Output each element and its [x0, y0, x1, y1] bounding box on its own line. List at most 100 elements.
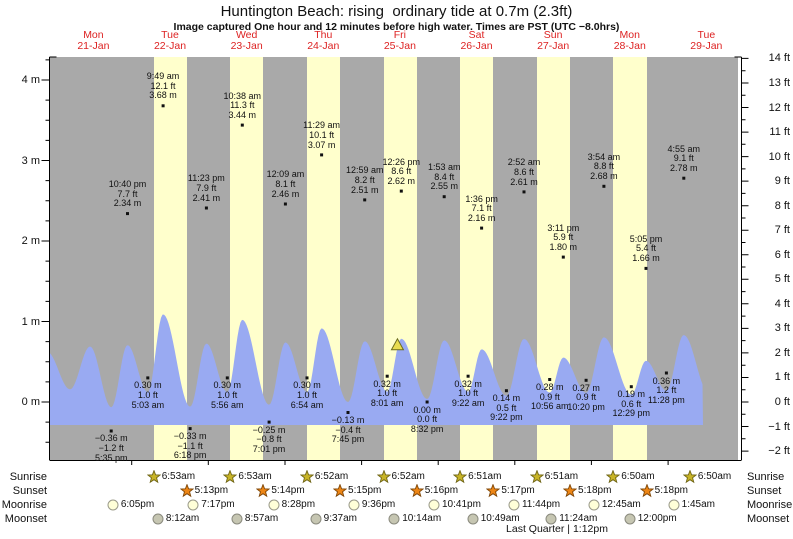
y-axis-right-label: 11 ft [769, 126, 790, 139]
moonset-icon [467, 513, 479, 525]
tide-point-label: 1:53 am 8.4 ft 2.55 m [427, 162, 461, 192]
sunrise-icon [453, 470, 468, 484]
astro-event: 8:12am [151, 512, 199, 526]
y-axis-right-label: 14 ft [768, 52, 790, 65]
astro-event-time: 10:41pm [441, 499, 481, 510]
astro-event-time: 7:17pm [201, 499, 235, 510]
astro-event: 5:15pm [333, 484, 381, 498]
chart-title: Huntington Beach: rising ordinary tide a… [220, 3, 573, 20]
tide-point-label: 2:52 am 8.6 ft 2.61 m [507, 157, 541, 187]
astro-row-label-sunset: Sunset [12, 485, 47, 497]
astro-event: 9:37am [309, 512, 357, 526]
moonrise-icon [107, 499, 119, 511]
y-axis-right-label: 5 ft [774, 273, 790, 286]
y-axis-right-label: 3 ft [774, 322, 790, 335]
astro-event-time: 6:51am [468, 471, 502, 482]
moonrise-icon [668, 499, 680, 511]
astro-event: 5:18pm [563, 484, 611, 498]
astro-event: 6:05pm [106, 498, 154, 512]
y-axis-right-label: 12 ft [768, 101, 790, 114]
tide-point-label: 5:05 pm 5.4 ft 1.66 m [629, 233, 663, 264]
tide-point-label: 0.19 m 0.6 ft 12:29 pm [612, 389, 651, 419]
astro-event-time: 11:24am [559, 513, 598, 524]
astro-event-time: 6:53am [161, 471, 196, 482]
tide-point-label: −0.13 m −0.4 ft 7:45 pm [331, 414, 365, 445]
astro-event-time: 12:00pm [637, 513, 677, 524]
tide-point-label: 0.32 m 1.0 ft 8:01 am [370, 378, 404, 408]
astro-event-time: 6:05pm [120, 499, 155, 510]
tide-point-label: 1:36 pm 7.1 ft 2.16 m [465, 193, 498, 223]
astro-event: 6:51am [529, 470, 579, 484]
sunrise-icon [146, 470, 161, 484]
moonset-icon [152, 513, 164, 525]
astro-event-time: 5:16pm [424, 485, 459, 496]
astro-event-time: 10:49am [480, 513, 520, 524]
sunset-icon [639, 484, 654, 498]
tide-point-label: 11:29 am 10.1 ft 3.07 m [303, 120, 341, 150]
astro-event-time: 6:51am [544, 471, 579, 482]
astro-event-time: 11:44pm [521, 499, 561, 510]
moonrise-icon [588, 499, 600, 511]
astro-event: 10:41pm [427, 498, 481, 512]
sunrise-icon [529, 470, 544, 484]
astro-event-time: 9:36pm [361, 499, 396, 510]
astro-event-time: 6:50am [697, 471, 732, 482]
astro-row-label-moonrise: Moonrise [747, 499, 793, 511]
moonrise-icon [187, 499, 199, 511]
day-label: Tue 22-Jan [153, 29, 187, 52]
tide-point-label: 10:38 am 11.3 ft 3.44 m [223, 90, 262, 120]
moon-phase-label: Last Quarter | 1:12pm [506, 523, 608, 535]
moonset-icon [545, 513, 557, 525]
tide-point-label: 0.30 m 1.0 ft 6:54 am [290, 380, 324, 410]
astro-event-time: 8:12am [165, 513, 200, 524]
astro-event: 11:24am [544, 512, 597, 526]
y-axis-right-label: 7 ft [774, 224, 790, 237]
moonset-icon [231, 513, 243, 525]
day-label: Wed 23-Jan [230, 29, 263, 52]
astro-row-label-moonrise: Moonrise [1, 499, 47, 511]
astro-row-label-sunset: Sunset [747, 485, 782, 497]
chart-subtitle: Image captured One hour and 12 minutes b… [173, 21, 620, 33]
astro-event: 6:53am [223, 470, 272, 484]
tide-point-label: 11:23 pm 7.9 ft 2.41 m [187, 173, 225, 203]
astro-event-time: 1:45am [681, 499, 715, 510]
tide-point-label: 0.28 m 0.9 ft 10:56 am [530, 381, 569, 412]
tide-point-label: 12:09 am 8.1 ft 2.46 m [266, 169, 305, 199]
y-axis-left-label: 3 m [21, 154, 40, 167]
y-axis-right-label: 6 ft [774, 248, 790, 261]
astro-event-time: 12:45am [601, 499, 641, 510]
sunrise-icon [606, 470, 621, 484]
tide-point-label: 0.00 m 0.0 ft 8:32 pm [410, 404, 444, 434]
day-label: Thu 24-Jan [307, 29, 340, 52]
sunrise-icon [376, 470, 391, 484]
tide-point-label: −0.36 m −1.2 ft 5:35 pm [94, 433, 128, 463]
tide-point-label: 10:40 pm 7.7 ft 2.34 m [108, 179, 147, 209]
day-label: Mon 21-Jan [77, 29, 110, 52]
astro-row-label-sunrise: Sunrise [747, 471, 785, 483]
astro-event: 12:45am [587, 498, 641, 512]
astro-event-time: 10:14am [402, 513, 442, 524]
y-axis-right-label: 13 ft [768, 76, 790, 89]
astro-event: 1:45am [667, 498, 715, 512]
astro-event: 6:53am [146, 470, 196, 484]
day-label: Mon 28-Jan [613, 29, 646, 52]
astro-event-time: 5:17pm [501, 485, 535, 496]
sunset-icon [256, 484, 271, 498]
y-axis-right-label: 10 ft [768, 150, 790, 163]
astro-event-time: 5:14pm [271, 485, 305, 496]
astro-event-time: 5:18pm [578, 485, 612, 496]
astro-event-time: 6:50am [621, 471, 655, 482]
astro-event: 12:00pm [623, 512, 677, 526]
astro-event-time: 5:15pm [348, 485, 382, 496]
astro-event-time: 6:52am [391, 471, 425, 482]
y-axis-right-label: 9 ft [774, 175, 790, 188]
astro-event-time: 5:18pm [654, 485, 689, 496]
astro-event-time: 6:53am [238, 471, 272, 482]
y-axis-right-label: −1 ft [768, 420, 790, 433]
moonrise-icon [268, 499, 280, 511]
astro-event-time: 9:37am [323, 513, 358, 524]
sunset-icon [409, 484, 424, 498]
astro-event: 9:36pm [347, 498, 395, 512]
day-label: Sat 26-Jan [460, 29, 493, 52]
